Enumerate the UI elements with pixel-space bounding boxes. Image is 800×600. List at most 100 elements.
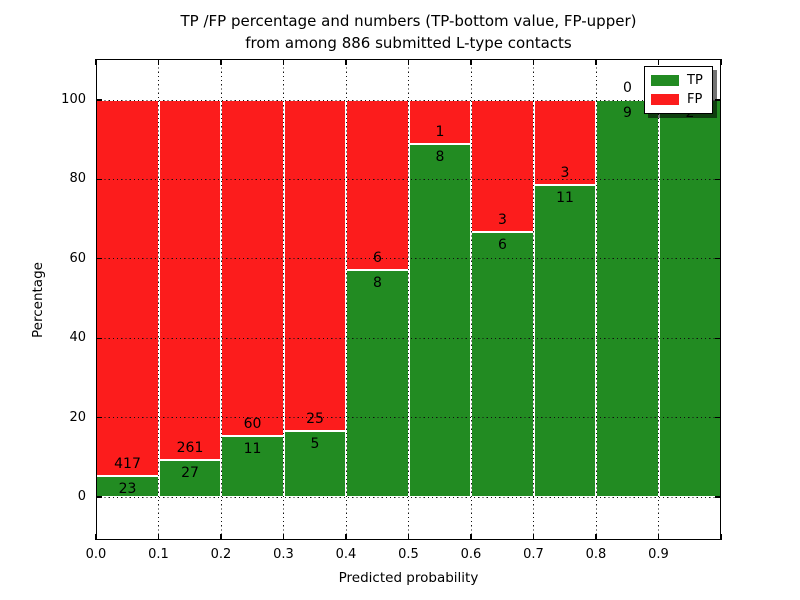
y-tick-label: 60 <box>69 250 86 266</box>
x-tick-label: 0.7 <box>523 547 544 562</box>
plot-area: 417232612760112556818363110902 <box>95 59 722 540</box>
tp-count-label: 9 <box>623 105 632 121</box>
y-tick-mark <box>96 337 102 339</box>
x-tick-label: 0.6 <box>460 547 482 562</box>
gridline-vertical <box>533 59 534 540</box>
bar-tp-segment <box>596 100 659 497</box>
x-tick-label: 0.8 <box>585 547 607 562</box>
bar-tp-segment <box>408 144 471 497</box>
x-tick-mark <box>95 59 97 65</box>
bar-tp-segment <box>158 459 221 497</box>
y-tick-mark <box>715 496 721 498</box>
x-tick-label: 0.3 <box>273 547 294 562</box>
x-tick-label: 0.2 <box>210 547 232 562</box>
tp-count-label: 8 <box>373 275 382 292</box>
x-tick-mark <box>470 59 472 65</box>
bar-fp-segment <box>158 100 221 460</box>
gridline-vertical <box>283 59 284 540</box>
y-tick-label: 0 <box>77 489 86 504</box>
gridline-horizontal <box>96 178 721 180</box>
fp-count-label: 60 <box>243 415 262 432</box>
gridline-vertical <box>158 59 159 540</box>
y-tick-label: 20 <box>69 409 86 425</box>
x-tick-mark <box>470 534 472 540</box>
y-tick-mark <box>96 178 102 180</box>
y-tick-mark <box>96 99 102 101</box>
gridline-horizontal <box>96 258 721 260</box>
x-tick-mark <box>157 59 160 65</box>
x-tick-mark <box>282 534 285 540</box>
legend-item-fp: FP <box>651 93 706 106</box>
y-tick-mark <box>715 417 721 419</box>
x-tick-mark <box>532 534 535 540</box>
x-axis-label: Predicted probability <box>338 570 479 586</box>
y-tick-mark <box>96 417 102 419</box>
gridline-vertical <box>658 59 659 540</box>
tp-count-label: 6 <box>498 237 507 254</box>
fp-count-label: 3 <box>560 165 570 182</box>
y-axis-label: Percentage <box>30 262 46 338</box>
fp-count-label: 6 <box>373 250 382 267</box>
tp-count-label: 5 <box>310 435 320 452</box>
x-tick-mark <box>720 534 722 540</box>
chart-title-line2: from among 886 submitted L-type contacts <box>245 34 572 52</box>
bar-tp-segment <box>533 185 596 497</box>
bar-fp-segment <box>533 100 596 186</box>
x-tick-mark <box>657 59 660 65</box>
x-tick-label: 0.1 <box>148 547 169 562</box>
gridline-vertical <box>408 59 409 540</box>
x-tick-label: 0.9 <box>648 547 669 562</box>
y-tick-mark <box>96 258 102 260</box>
bar-fp-segment <box>96 100 159 477</box>
y-tick-mark <box>715 337 721 339</box>
x-tick-mark <box>220 59 222 65</box>
tp-count-label: 11 <box>243 440 262 457</box>
fp-legend-label: FP <box>687 91 703 107</box>
fp-legend-swatch-icon <box>651 93 679 105</box>
y-tick-mark <box>715 178 721 180</box>
x-tick-mark <box>220 534 222 540</box>
x-tick-mark <box>157 534 160 540</box>
bar-fp-segment <box>221 100 284 436</box>
tp-count-label: 8 <box>435 149 445 166</box>
bar-tp-segment <box>346 270 409 497</box>
x-tick-label: 0.5 <box>398 547 419 562</box>
bar-fp-segment <box>283 100 346 431</box>
tp-count-label: 11 <box>556 190 574 207</box>
x-tick-mark <box>720 59 722 65</box>
fp-count-label: 25 <box>306 410 324 427</box>
bar-fp-segment <box>346 100 409 271</box>
gridline-horizontal <box>96 99 721 101</box>
gridline-horizontal <box>96 337 721 339</box>
fp-count-label: 1 <box>435 124 445 141</box>
x-tick-mark <box>407 534 410 540</box>
y-tick-mark <box>715 99 721 101</box>
legend: TP FP <box>644 66 713 114</box>
legend-item-tp: TP <box>651 74 706 87</box>
gridline-vertical <box>470 59 472 540</box>
x-tick-mark <box>95 534 97 540</box>
x-tick-mark <box>345 59 347 65</box>
gridline-vertical <box>345 59 347 540</box>
gridline-horizontal <box>96 496 721 498</box>
tp-legend-swatch-icon <box>651 75 679 87</box>
fp-count-label: 417 <box>114 456 141 473</box>
gridline-horizontal <box>96 417 721 419</box>
x-tick-mark <box>345 534 347 540</box>
fp-count-label: 0 <box>623 80 632 96</box>
bar-tp-segment <box>471 232 534 497</box>
tp-count-label: 23 <box>118 481 137 498</box>
tp-legend-label: TP <box>687 73 703 89</box>
chart-title-line1: TP /FP percentage and numbers (TP-bottom… <box>180 12 637 30</box>
tp-count-label: 27 <box>181 464 199 481</box>
x-tick-mark <box>657 534 660 540</box>
gridline-vertical <box>220 59 222 540</box>
chart-title: TP /FP percentage and numbers (TP-bottom… <box>96 10 721 54</box>
x-tick-mark <box>595 534 597 540</box>
x-tick-mark <box>532 59 535 65</box>
fp-count-label: 3 <box>498 212 507 229</box>
x-tick-label: 0.0 <box>85 547 107 562</box>
gridline-vertical <box>595 59 597 540</box>
y-tick-label: 80 <box>69 171 86 187</box>
